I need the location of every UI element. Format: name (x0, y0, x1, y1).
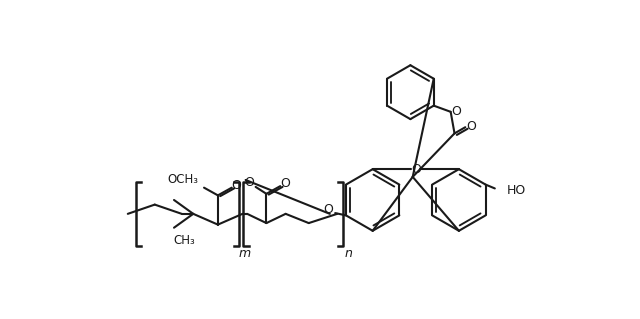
Text: O: O (232, 179, 241, 192)
Text: O: O (323, 204, 333, 217)
Text: m: m (239, 247, 251, 260)
Text: O: O (280, 177, 290, 190)
Text: O: O (411, 163, 420, 176)
Text: HO: HO (507, 184, 526, 197)
Text: O: O (467, 120, 476, 133)
Text: CH₃: CH₃ (173, 234, 195, 247)
Text: O: O (244, 176, 254, 189)
Text: OCH₃: OCH₃ (167, 174, 198, 187)
Text: n: n (345, 247, 353, 260)
Text: O: O (451, 105, 461, 117)
